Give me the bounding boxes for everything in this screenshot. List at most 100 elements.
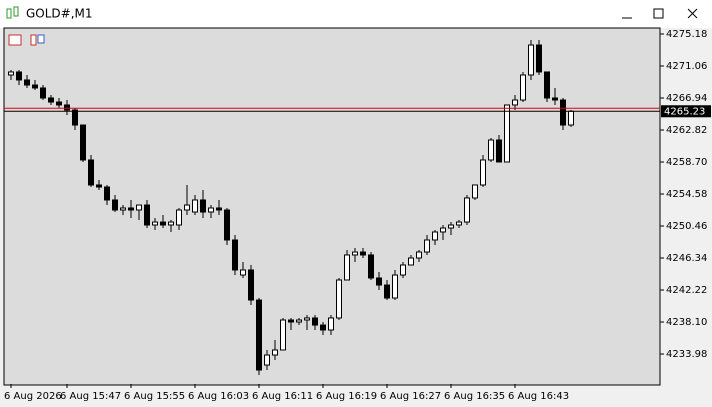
candle-body <box>320 324 326 331</box>
candle-body <box>384 284 390 299</box>
candle-body <box>360 251 366 256</box>
window-buttons[interactable] <box>622 8 698 19</box>
x-tick-label: 6 Aug 16:19 <box>316 391 377 402</box>
candle-body <box>544 71 550 99</box>
x-tick-label: 6 Aug 15:47 <box>60 391 121 402</box>
candle-body <box>440 227 446 233</box>
candle-body <box>520 74 526 101</box>
y-tick-label: 4254.58 <box>666 189 707 200</box>
candle-body <box>40 87 46 99</box>
candle-body <box>32 84 38 89</box>
price-label: 4265.23 <box>664 106 705 117</box>
app-icon <box>6 6 19 19</box>
candle-body <box>224 209 230 241</box>
candle-body <box>240 269 246 276</box>
candle-body <box>168 221 174 226</box>
x-tick-label: 6 Aug 15:55 <box>124 391 185 402</box>
candle-body <box>464 197 470 223</box>
candle-body <box>568 110 574 126</box>
y-tick-label: 4242.22 <box>666 285 707 296</box>
candle-body <box>328 317 334 331</box>
x-tick-label: 6 Aug 16:43 <box>508 391 569 402</box>
candle-body <box>16 71 22 81</box>
candle-body <box>336 279 342 319</box>
candle-body <box>376 277 382 286</box>
candle-body <box>560 99 566 126</box>
candle-body <box>48 97 54 103</box>
candle-body <box>128 207 134 211</box>
candle-body <box>456 221 462 226</box>
chart-icon-2[interactable] <box>37 34 45 44</box>
candle-body <box>296 319 302 323</box>
candle-body <box>160 221 166 226</box>
candle-body <box>416 251 422 259</box>
plot-area <box>3 27 661 386</box>
y-tick-label: 4271.06 <box>666 61 707 72</box>
candle-body <box>408 257 414 266</box>
candle-body <box>232 239 238 271</box>
candle-body <box>536 44 542 73</box>
candle-body <box>288 319 294 323</box>
candle-body <box>312 317 318 326</box>
candle-body <box>368 254 374 279</box>
candle-body <box>552 97 558 101</box>
candle-body <box>184 204 190 211</box>
candle-body <box>80 124 86 161</box>
candle-body <box>432 231 438 241</box>
candle-body <box>472 184 478 199</box>
candle-body <box>192 199 198 213</box>
candle-body <box>152 221 158 226</box>
toolbar-icons[interactable] <box>8 34 45 46</box>
candle-body <box>8 71 14 76</box>
candle-body <box>208 207 214 213</box>
candle-body <box>528 44 534 76</box>
candle-body <box>104 186 110 201</box>
candle-body <box>480 159 486 186</box>
candle-body <box>64 104 70 111</box>
candle-body <box>72 109 78 126</box>
candle-body <box>392 274 398 299</box>
y-tick-label: 4262.82 <box>666 125 707 136</box>
candle-body <box>248 269 254 301</box>
candle-body <box>176 209 182 226</box>
candle-body <box>272 349 278 356</box>
y-tick-label: 4275.18 <box>666 29 707 40</box>
candle-body <box>424 239 430 253</box>
close-button[interactable] <box>687 8 698 19</box>
candle-body <box>352 251 358 256</box>
x-tick-label: 6 Aug 16:03 <box>188 391 249 402</box>
candle-body <box>96 184 102 188</box>
chart-icon[interactable] <box>30 34 37 46</box>
x-tick-label: 6 Aug 16:35 <box>444 391 505 402</box>
candle-body <box>88 159 94 186</box>
candle-body <box>344 254 350 281</box>
trade-icon[interactable] <box>8 34 22 46</box>
x-tick-label: 6 Aug 16:27 <box>380 391 441 402</box>
window-title: GOLD#,M1 <box>26 7 93 21</box>
candle-body <box>256 299 262 371</box>
candle-body <box>448 224 454 229</box>
candle-body <box>144 204 150 226</box>
y-tick-label: 4258.70 <box>666 157 707 168</box>
price-label-box <box>661 105 711 118</box>
y-tick-label: 4233.98 <box>666 349 707 360</box>
candle-body <box>136 204 142 211</box>
candle-body <box>120 207 126 211</box>
candle-body <box>504 104 510 163</box>
candle-body <box>216 207 222 211</box>
y-tick-label: 4246.34 <box>666 253 707 264</box>
candle-body <box>304 317 310 321</box>
candle-body <box>496 139 502 163</box>
y-tick-label: 4266.94 <box>666 93 707 104</box>
candle-body <box>200 199 206 213</box>
candle-body <box>488 139 494 161</box>
y-tick-label: 4238.10 <box>666 317 707 328</box>
candle-body <box>24 79 30 86</box>
candle-body <box>400 264 406 276</box>
maximize-button[interactable] <box>653 8 664 19</box>
candle-body <box>264 354 270 366</box>
candle-body <box>512 99 518 106</box>
y-tick-label: 4250.46 <box>666 221 707 232</box>
x-tick-label: 6 Aug 16:11 <box>252 391 313 402</box>
